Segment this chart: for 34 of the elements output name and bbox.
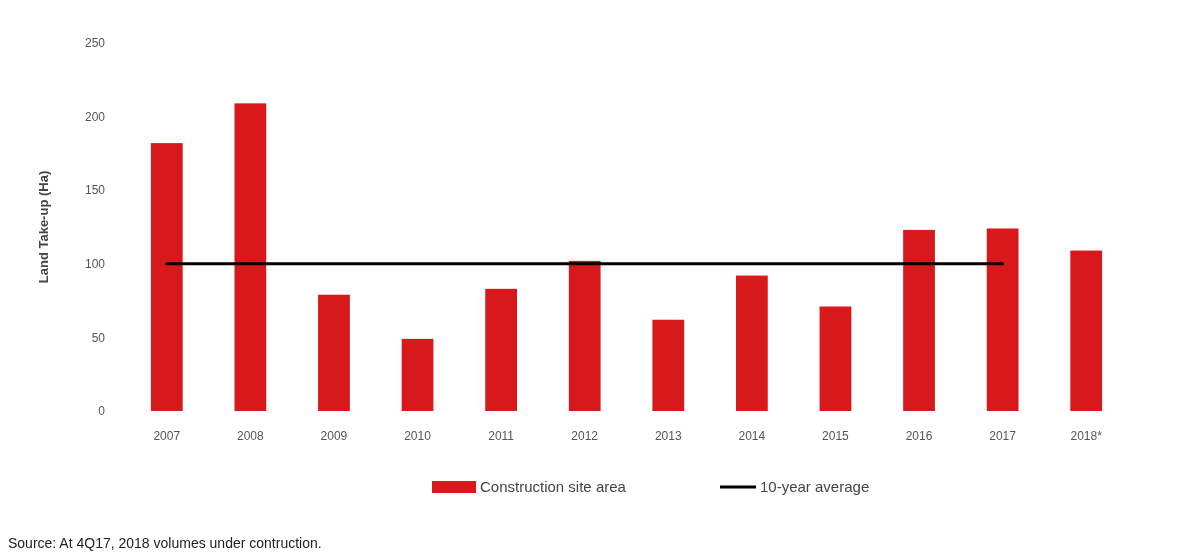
y-tick-label: 200 [84,109,106,124]
bar [819,306,852,411]
x-tick-label: 2013 [654,429,682,443]
x-tick-label: 2009 [320,429,348,443]
legend-label: Construction site area [480,478,627,496]
bar [401,338,434,411]
y-tick-label: 0 [98,404,106,419]
bar [150,143,183,411]
x-tick-label: 2016 [905,429,933,443]
bar [903,229,935,411]
y-tick-label: 50 [91,330,106,345]
bar [652,319,685,411]
y-tick-label: 250 [84,36,106,51]
x-tick-label: 2008 [237,429,265,443]
x-tick-label: 2015 [822,429,850,443]
x-tick-label: 2014 [738,429,766,443]
x-tick-label: 2007 [153,429,181,443]
bar [735,275,768,411]
bar [485,288,518,411]
bar [318,294,350,411]
x-tick-label: 2010 [404,429,432,443]
bar [234,103,267,411]
x-tick-label: 2018* [1070,429,1103,443]
bar [1070,250,1103,411]
y-tick-label: 150 [84,183,106,198]
x-tick-label: 2017 [989,429,1017,443]
bar [568,260,601,411]
source-note: Source: At 4Q17, 2018 volumes under contruction. [8,535,322,551]
x-tick-label: 2011 [488,429,515,443]
legend-label: 10-year average [760,478,870,496]
y-tick-label: 100 [84,257,106,271]
x-tick-label: 2012 [571,429,599,443]
y-axis-title: Land Take-up (Ha) [36,170,51,284]
bar [986,228,1019,411]
